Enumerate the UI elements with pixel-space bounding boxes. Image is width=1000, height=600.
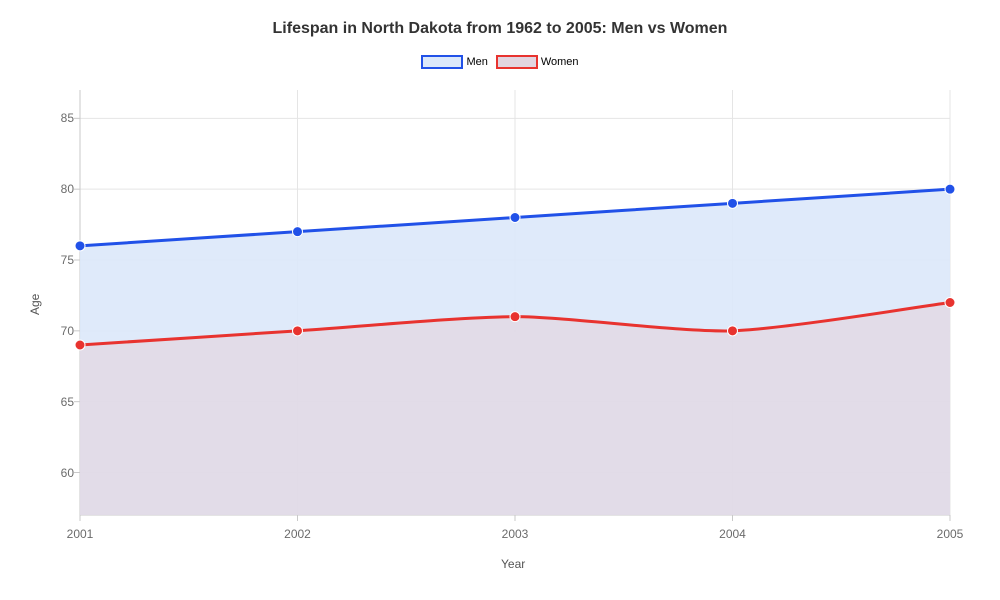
x-tick-label: 2004 xyxy=(719,527,746,541)
y-tick-label: 65 xyxy=(50,395,74,409)
plot-area xyxy=(0,0,1000,600)
x-tick-label: 2001 xyxy=(67,527,94,541)
y-axis-label: Age xyxy=(28,293,42,314)
y-tick-label: 70 xyxy=(50,324,74,338)
chart-container: Lifespan in North Dakota from 1962 to 20… xyxy=(0,0,1000,600)
y-tick-label: 60 xyxy=(50,466,74,480)
x-tick-label: 2002 xyxy=(284,527,311,541)
x-axis-label: Year xyxy=(501,557,525,571)
y-tick-label: 80 xyxy=(50,182,74,196)
x-tick-label: 2005 xyxy=(937,527,964,541)
y-tick-label: 75 xyxy=(50,253,74,267)
x-tick-label: 2003 xyxy=(502,527,529,541)
y-tick-label: 85 xyxy=(50,111,74,125)
